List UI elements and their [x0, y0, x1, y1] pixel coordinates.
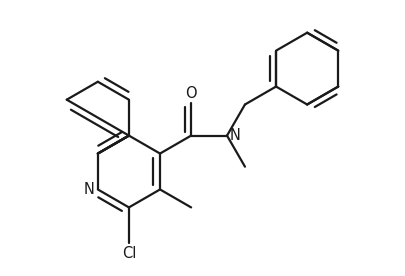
Text: O: O: [185, 86, 197, 101]
Text: N: N: [229, 128, 240, 143]
Text: Cl: Cl: [122, 246, 136, 261]
Text: N: N: [83, 182, 94, 197]
